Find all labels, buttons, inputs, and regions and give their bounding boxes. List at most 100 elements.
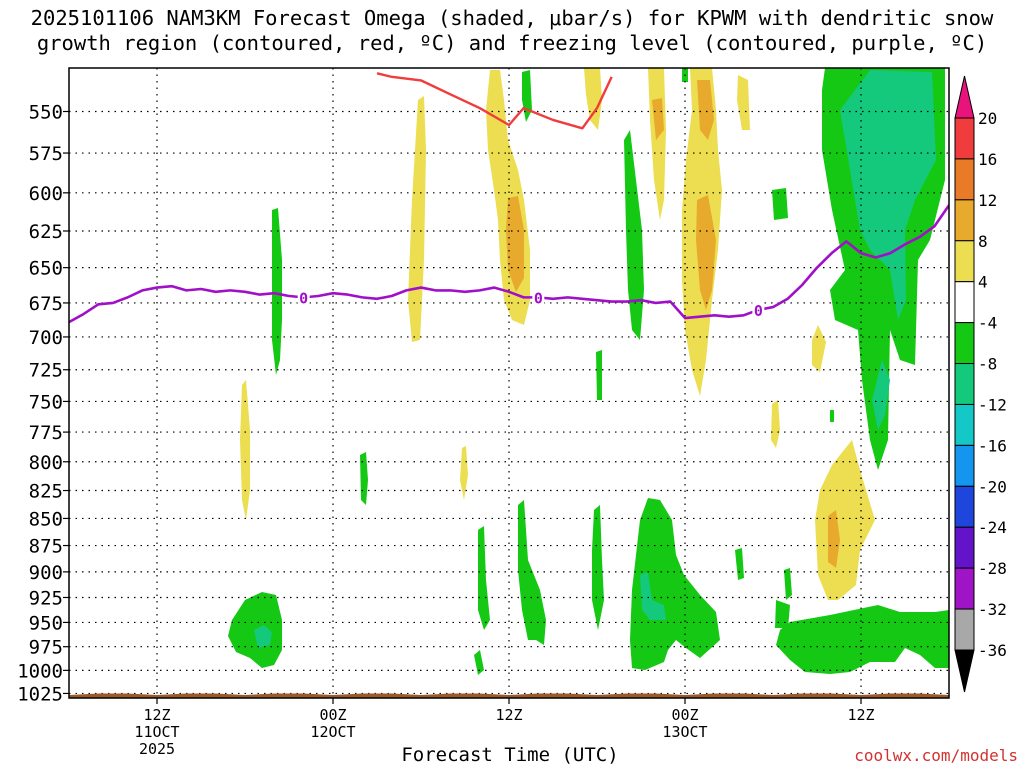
omega-region-sink-mid-core xyxy=(506,196,524,292)
colorbar-tick-label: -24 xyxy=(978,518,1007,537)
omega-region-sink-left-3 xyxy=(460,446,468,500)
colorbar-tick-label: -20 xyxy=(978,477,1007,496)
omega-region-sink-mid-2 xyxy=(584,68,602,130)
omega-region-rise-low-right xyxy=(776,605,949,674)
omega-shading-layer xyxy=(228,68,949,675)
x-tick-label: 12Z xyxy=(143,706,170,724)
colorbar-tick-label: 20 xyxy=(978,109,997,128)
y-tick-label: 825 xyxy=(29,481,63,503)
omega-region-sink-right-2 xyxy=(812,325,826,372)
freezing-level-contour xyxy=(69,204,949,324)
y-tick-label: 950 xyxy=(29,612,63,634)
omega-region-sink-center-right xyxy=(682,68,722,396)
colorbar-segment xyxy=(954,281,975,324)
omega-region-rise-center-1 xyxy=(624,130,644,340)
omega-region-sink-right-1-core xyxy=(828,510,840,568)
omega-region-rise-dot xyxy=(830,410,834,422)
chart-title-line-2: growth region (contoured, red, ºC) and f… xyxy=(36,31,988,55)
y-tick-label: 800 xyxy=(29,452,63,474)
omega-region-rise-low-right-2 xyxy=(775,600,790,628)
colorbar-segment xyxy=(954,485,975,528)
terrain-layer xyxy=(69,693,949,698)
x-tick-label: 11OCT xyxy=(134,723,179,741)
omega-region-sink-center-right-core-2 xyxy=(696,195,716,310)
x-tick-label: 12Z xyxy=(495,706,522,724)
freezing-level-label: 0 xyxy=(754,302,763,320)
omega-region-strong-rise-left-1 xyxy=(254,625,272,648)
omega-region-rise-low-center-2 xyxy=(735,548,744,580)
omega-region-rise-low-mid-3 xyxy=(478,526,490,630)
x-tick-label: 2025 xyxy=(139,740,175,758)
colorbar-segment xyxy=(954,117,975,160)
omega-region-strong-rise-low-center xyxy=(640,572,666,620)
y-tick-label: 575 xyxy=(29,143,63,165)
y-tick-label: 900 xyxy=(29,562,63,584)
y-axis: 550 575 600 625 650 675 700 725 750 775 800 825 850 8… xyxy=(17,101,69,705)
grid-lines xyxy=(69,68,949,698)
omega-region-sink-right-narrow-core xyxy=(652,98,664,140)
y-tick-label: 1000 xyxy=(17,660,63,682)
x-axis-title: Forecast Time (UTC) xyxy=(401,744,619,766)
omega-region-rise-low-mid-4 xyxy=(474,650,484,675)
y-tick-label: 850 xyxy=(29,508,63,530)
x-tick-label: 12Z xyxy=(847,706,874,724)
colorbar-tick-label: -36 xyxy=(978,641,1007,660)
contour-label-layer: 0 0 0 xyxy=(297,289,765,320)
omega-region-rise-low-center-3 xyxy=(784,568,792,600)
omega-region-rise-low-center xyxy=(630,498,720,670)
colorbar: 20 16 12 8 4 -4 -8 -12 -16 -20 -24 -28 -32 -36 xyxy=(954,75,1007,693)
omega-region-rise-mid-top xyxy=(522,70,532,122)
omega-region-sink-left-2 xyxy=(408,96,426,342)
colorbar-tick-label: -28 xyxy=(978,559,1007,578)
colorbar-segment xyxy=(954,444,975,487)
x-tick-label: 13OCT xyxy=(662,723,707,741)
colorbar-segment xyxy=(954,158,975,201)
colorbar-segment xyxy=(954,403,975,446)
omega-region-sink-left-1 xyxy=(240,380,250,520)
y-tick-label: 600 xyxy=(29,183,63,205)
colorbar-segment xyxy=(954,363,975,405)
colorbar-tick-label: 12 xyxy=(978,191,997,210)
colorbar-segment xyxy=(954,240,975,283)
colorbar-top-arrow xyxy=(954,75,975,119)
omega-region-strong-rise-right xyxy=(840,70,936,320)
colorbar-tick-label: 8 xyxy=(978,232,988,251)
contour-layer xyxy=(69,72,949,324)
y-tick-label: 775 xyxy=(29,422,63,444)
contour-label-bg xyxy=(297,289,310,305)
colorbar-tick-label: -8 xyxy=(978,355,997,374)
colorbar-tick-label: 4 xyxy=(978,273,988,292)
colorbar-bottom-arrow xyxy=(954,649,975,693)
x-tick-label: 12OCT xyxy=(310,723,355,741)
colorbar-segment xyxy=(954,608,975,651)
omega-region-sink-right-1 xyxy=(815,440,875,600)
y-tick-label: 625 xyxy=(29,221,63,243)
contour-label-bg xyxy=(752,301,765,317)
terrain-fill xyxy=(69,693,949,698)
omega-region-rise-left-2 xyxy=(272,208,282,375)
omega-region-rise-mid-top-2 xyxy=(682,68,688,82)
omega-region-rise-low-mid-2 xyxy=(518,500,546,645)
y-tick-label: 650 xyxy=(29,258,63,280)
freezing-level-label: 0 xyxy=(299,289,308,307)
omega-region-rise-right-main xyxy=(822,68,945,470)
omega-region-rise-small-right xyxy=(772,188,788,220)
site-credit: coolwx.com/models xyxy=(854,746,1018,765)
omega-region-sink-right-narrow xyxy=(648,68,666,220)
colorbar-segment xyxy=(954,526,975,569)
y-tick-label: 750 xyxy=(29,391,63,413)
plot-frame xyxy=(68,67,950,699)
x-tick-label: 00Z xyxy=(671,706,698,724)
freezing-level-label: 0 xyxy=(534,289,543,307)
y-tick-label: 725 xyxy=(29,360,63,382)
chart-title-line-1: 2025101106 NAM3KM Forecast Omega (shaded… xyxy=(30,6,994,30)
contour-label-bg xyxy=(532,289,545,305)
y-tick-label: 1025 xyxy=(17,683,63,705)
y-tick-label: 675 xyxy=(29,293,63,315)
omega-region-rise-low-mid-1 xyxy=(592,505,604,630)
omega-region-strong-rise-lower-right xyxy=(872,360,890,430)
omega-region-rise-center-1b xyxy=(596,350,602,400)
colorbar-segment xyxy=(954,322,975,365)
omega-region-sink-mid xyxy=(486,70,530,325)
y-tick-label: 925 xyxy=(29,587,63,609)
